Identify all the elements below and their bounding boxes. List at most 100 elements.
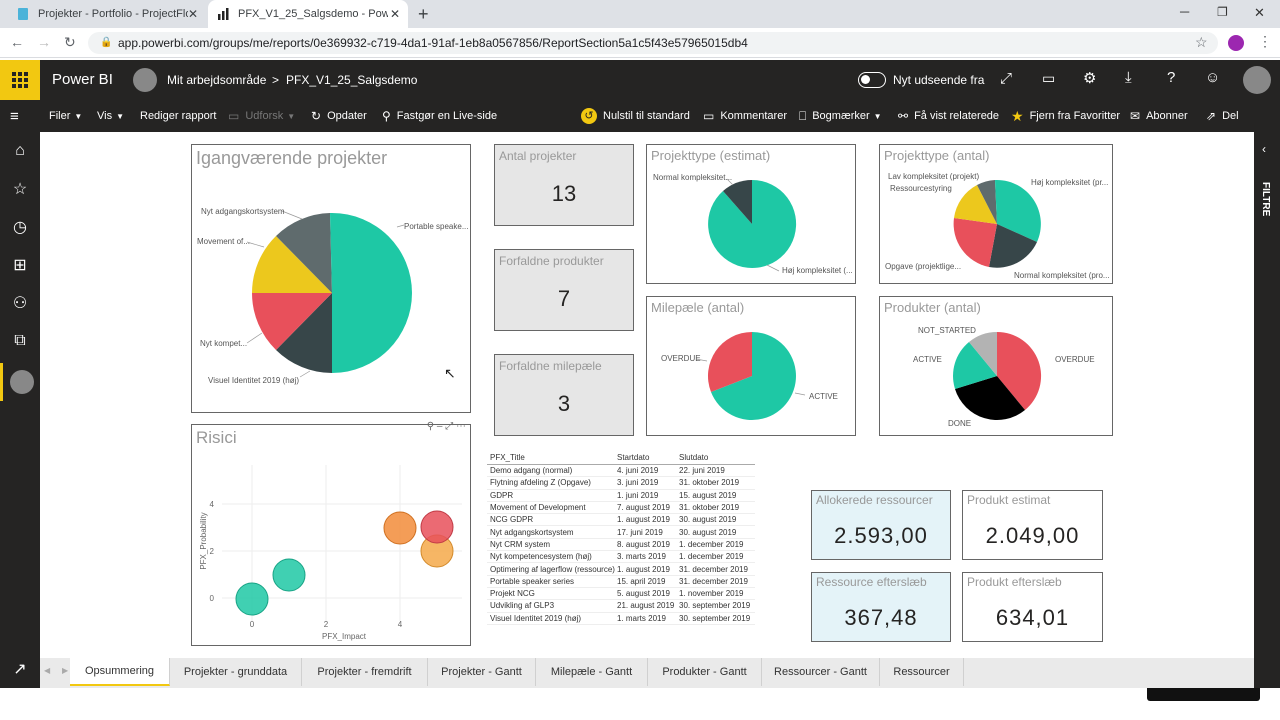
favorites-star-icon[interactable]: ☆ xyxy=(12,181,28,198)
kpi-produkt-estimat[interactable]: Produkt estimat 2.049,00 xyxy=(962,490,1103,560)
menu-dots-icon[interactable]: ⋮ xyxy=(1258,33,1272,49)
table-row[interactable]: NCG GDPR 1. august 2019 30. august 2019 xyxy=(487,514,755,527)
browser-tab-projectflow[interactable]: Projekter - Portfolio - ProjectFlow ✕ xyxy=(8,0,206,28)
filters-pane[interactable]: ‹ FILTRE xyxy=(1254,132,1280,688)
active-projects-pie xyxy=(246,210,412,378)
products-visual[interactable]: Produkter (antal) NOT_STARTED ACTIVE OVE… xyxy=(879,296,1113,436)
subscribe-button[interactable]: ✉ Abonner xyxy=(1130,109,1188,123)
refresh-button[interactable]: ↻ Opdater xyxy=(311,109,367,123)
projects-table[interactable]: PFX_Title Startdato Slutdato Demo adgang… xyxy=(487,451,755,625)
table-row[interactable]: Visuel Identitet 2019 (høj) 1. marts 2019… xyxy=(487,613,755,625)
table-row[interactable]: Optimering af lagerflow (ressource) 1. au… xyxy=(487,563,755,576)
new-tab-button[interactable]: + xyxy=(418,4,429,24)
table-row[interactable]: Projekt NCG 5. august 2019 1. november 201… xyxy=(487,588,755,601)
milestones-pie xyxy=(695,332,806,420)
pin-live-page-button[interactable]: ⚲ Fastgør en Live-side xyxy=(382,109,498,123)
help-icon[interactable]: ? xyxy=(1167,69,1176,86)
table-row[interactable]: Demo adgang (normal) 4. juni 2019 22. juni… xyxy=(487,465,755,478)
browser-tab-powerbi[interactable]: PFX_V1_25_Salgsdemo - Power BI ✕ xyxy=(208,0,408,28)
kpi-forfaldne-produkter[interactable]: Forfaldne produkter 7 xyxy=(494,249,634,331)
url-field[interactable]: 🔒 app.powerbi.com/groups/me/reports/0e36… xyxy=(88,32,1218,54)
table-row[interactable]: Portable speaker series 15. april 2019 31.… xyxy=(487,576,755,588)
bookmark-star-icon[interactable]: ☆ xyxy=(1195,34,1208,50)
risks-visual[interactable]: Risici ⚲ ‒ ⤢ ⋯ 0 2 4 0 2 4 PFX_Impact PF… xyxy=(191,421,471,646)
kpi-ressource-efterslaeb[interactable]: Ressource efterslæb 367,48 xyxy=(811,572,951,642)
close-tab-icon[interactable]: ✕ xyxy=(389,7,400,21)
column-header[interactable]: Startdato xyxy=(617,453,650,462)
kpi-forfaldne-milepaele[interactable]: Forfaldne milepæle 3 xyxy=(494,354,634,436)
filer-menu[interactable]: Filer ▼ xyxy=(49,110,83,122)
projecttype-count-visual[interactable]: Projekttype (antal) Lav kompleksitet (pr… xyxy=(879,144,1113,284)
reload-icon[interactable]: ↻ xyxy=(64,34,76,50)
kpi-allokerede-ressourcer[interactable]: Allokerede ressourcer 2.593,00 xyxy=(811,490,951,560)
app-launcher-icon[interactable] xyxy=(0,60,40,100)
close-window-icon[interactable]: ✕ xyxy=(1254,5,1265,20)
favorites-button[interactable]: ★ Fjern fra Favoritter xyxy=(1011,107,1121,124)
kpi-produkt-efterslaeb[interactable]: Produkt efterslæb 634,01 xyxy=(962,572,1103,642)
table-row[interactable]: Nyt kompetencesystem (høj) 3. marts 2019 1… xyxy=(487,551,755,564)
reset-default-button[interactable]: ↺ Nulstil til standard xyxy=(581,100,690,132)
home-icon[interactable]: ⌂ xyxy=(15,142,25,159)
user-avatar[interactable] xyxy=(133,68,157,92)
table-row[interactable]: Flytning afdeling Z (Opgave) 3. juni 2019… xyxy=(487,477,755,490)
maximize-icon[interactable]: ❐ xyxy=(1217,5,1228,19)
tab-opsummering[interactable]: Opsummering xyxy=(70,658,170,686)
column-header[interactable]: PFX_Title xyxy=(490,453,525,462)
tab-projekter-fremdrift[interactable]: Projekter - fremdrift xyxy=(302,658,428,686)
new-look-label: Nyt udseende fra xyxy=(893,73,985,87)
table-row[interactable]: Nyt adgangskortsystem 17. juni 2019 30. au… xyxy=(487,526,755,539)
hamburger-icon[interactable]: ≡ xyxy=(10,107,19,125)
share-button[interactable]: ⇗ Del xyxy=(1206,109,1239,123)
vis-menu[interactable]: Vis ▼ xyxy=(97,110,125,122)
new-look-toggle[interactable] xyxy=(858,72,886,88)
tab-ressourcer-gantt[interactable]: Ressourcer - Gantt xyxy=(762,658,880,686)
active-projects-visual[interactable]: Igangværende projekter Nyt adgangskortsy… xyxy=(191,144,471,413)
expand-nav-icon[interactable]: ↗ xyxy=(13,661,27,678)
close-tab-icon[interactable]: ✕ xyxy=(187,7,198,21)
forward-icon[interactable]: → xyxy=(37,34,51,50)
account-avatar[interactable] xyxy=(1243,66,1271,94)
milestones-visual[interactable]: Milepæle (antal) OVERDUE ACTIVE xyxy=(646,296,856,436)
pie-label: Normal kompleksitet... xyxy=(653,173,733,182)
chevron-left-icon[interactable]: ‹ xyxy=(1262,142,1266,156)
table-row[interactable]: Udvikling af GLP3 21. august 2019 30. sept… xyxy=(487,600,755,613)
explore-button[interactable]: ▭ Udforsk ▼ xyxy=(228,109,296,123)
my-workspace-icon[interactable] xyxy=(0,363,40,401)
view-related-button[interactable]: ⚯ Få vist relaterede xyxy=(898,109,1000,123)
tab-produkter-gantt[interactable]: Produkter - Gantt xyxy=(648,658,762,686)
recent-clock-icon[interactable]: ◷ xyxy=(13,219,27,236)
edit-report-button[interactable]: Rediger rapport xyxy=(140,110,217,122)
tab-milepaele-gantt[interactable]: Milepæle - Gantt xyxy=(536,658,648,686)
workspaces-icon[interactable]: ⧉ xyxy=(14,332,26,349)
shared-with-me-icon[interactable]: ⚇ xyxy=(12,295,28,312)
minimize-icon[interactable]: ─ xyxy=(1180,4,1190,19)
download-icon[interactable]: ⤓ xyxy=(1125,69,1132,86)
scroll-left-icon[interactable]: ◀ xyxy=(44,666,51,675)
column-header[interactable]: Slutdato xyxy=(679,453,709,462)
gear-icon[interactable]: ⚙ xyxy=(1083,70,1097,87)
tab-projekter-grunddata[interactable]: Projekter - grunddata xyxy=(170,658,302,686)
bookmarks-button[interactable]: ⎕ Bogmærker ▼ xyxy=(799,108,882,123)
app-name[interactable]: Power BI xyxy=(52,71,113,88)
workspace-link[interactable]: Mit arbejdsområde xyxy=(167,73,267,87)
tab-projekter-gantt[interactable]: Projekter - Gantt xyxy=(428,658,536,686)
back-icon[interactable]: ← xyxy=(10,34,24,50)
projecttype-estimate-visual[interactable]: Projekttype (estimat) Normal kompleksite… xyxy=(646,144,856,284)
kpi-antal-projekter[interactable]: Antal projekter 13 xyxy=(494,144,634,226)
feedback-smiley-icon[interactable]: ☺ xyxy=(1205,69,1221,86)
report-name[interactable]: PFX_V1_25_Salgsdemo xyxy=(286,73,418,87)
scroll-right-icon[interactable]: ▶ xyxy=(62,666,69,675)
comment-icon[interactable]: ▭ xyxy=(1042,70,1056,86)
table-cell: 30. august 2019 xyxy=(679,527,737,537)
visual-header-icons[interactable]: ⚲ ‒ ⤢ ⋯ xyxy=(426,421,466,432)
comments-button[interactable]: ▭ Kommentarer xyxy=(703,109,787,123)
fullscreen-icon[interactable]: ⤢ xyxy=(1000,70,1013,87)
table-row[interactable]: Nyt CRM system 8. august 2019 1. december … xyxy=(487,539,755,552)
profile-avatar[interactable] xyxy=(1228,35,1244,51)
table-row[interactable]: Movement of Development 7. august 2019 31.… xyxy=(487,502,755,515)
apps-icon[interactable]: ⊞ xyxy=(13,257,27,274)
projectflow-icon xyxy=(16,7,30,21)
tab-ressourcer[interactable]: Ressourcer xyxy=(880,658,964,686)
table-cell: 30. september 2019 xyxy=(679,613,751,623)
table-row[interactable]: GDPR 1. juni 2019 15. august 2019 xyxy=(487,490,755,502)
